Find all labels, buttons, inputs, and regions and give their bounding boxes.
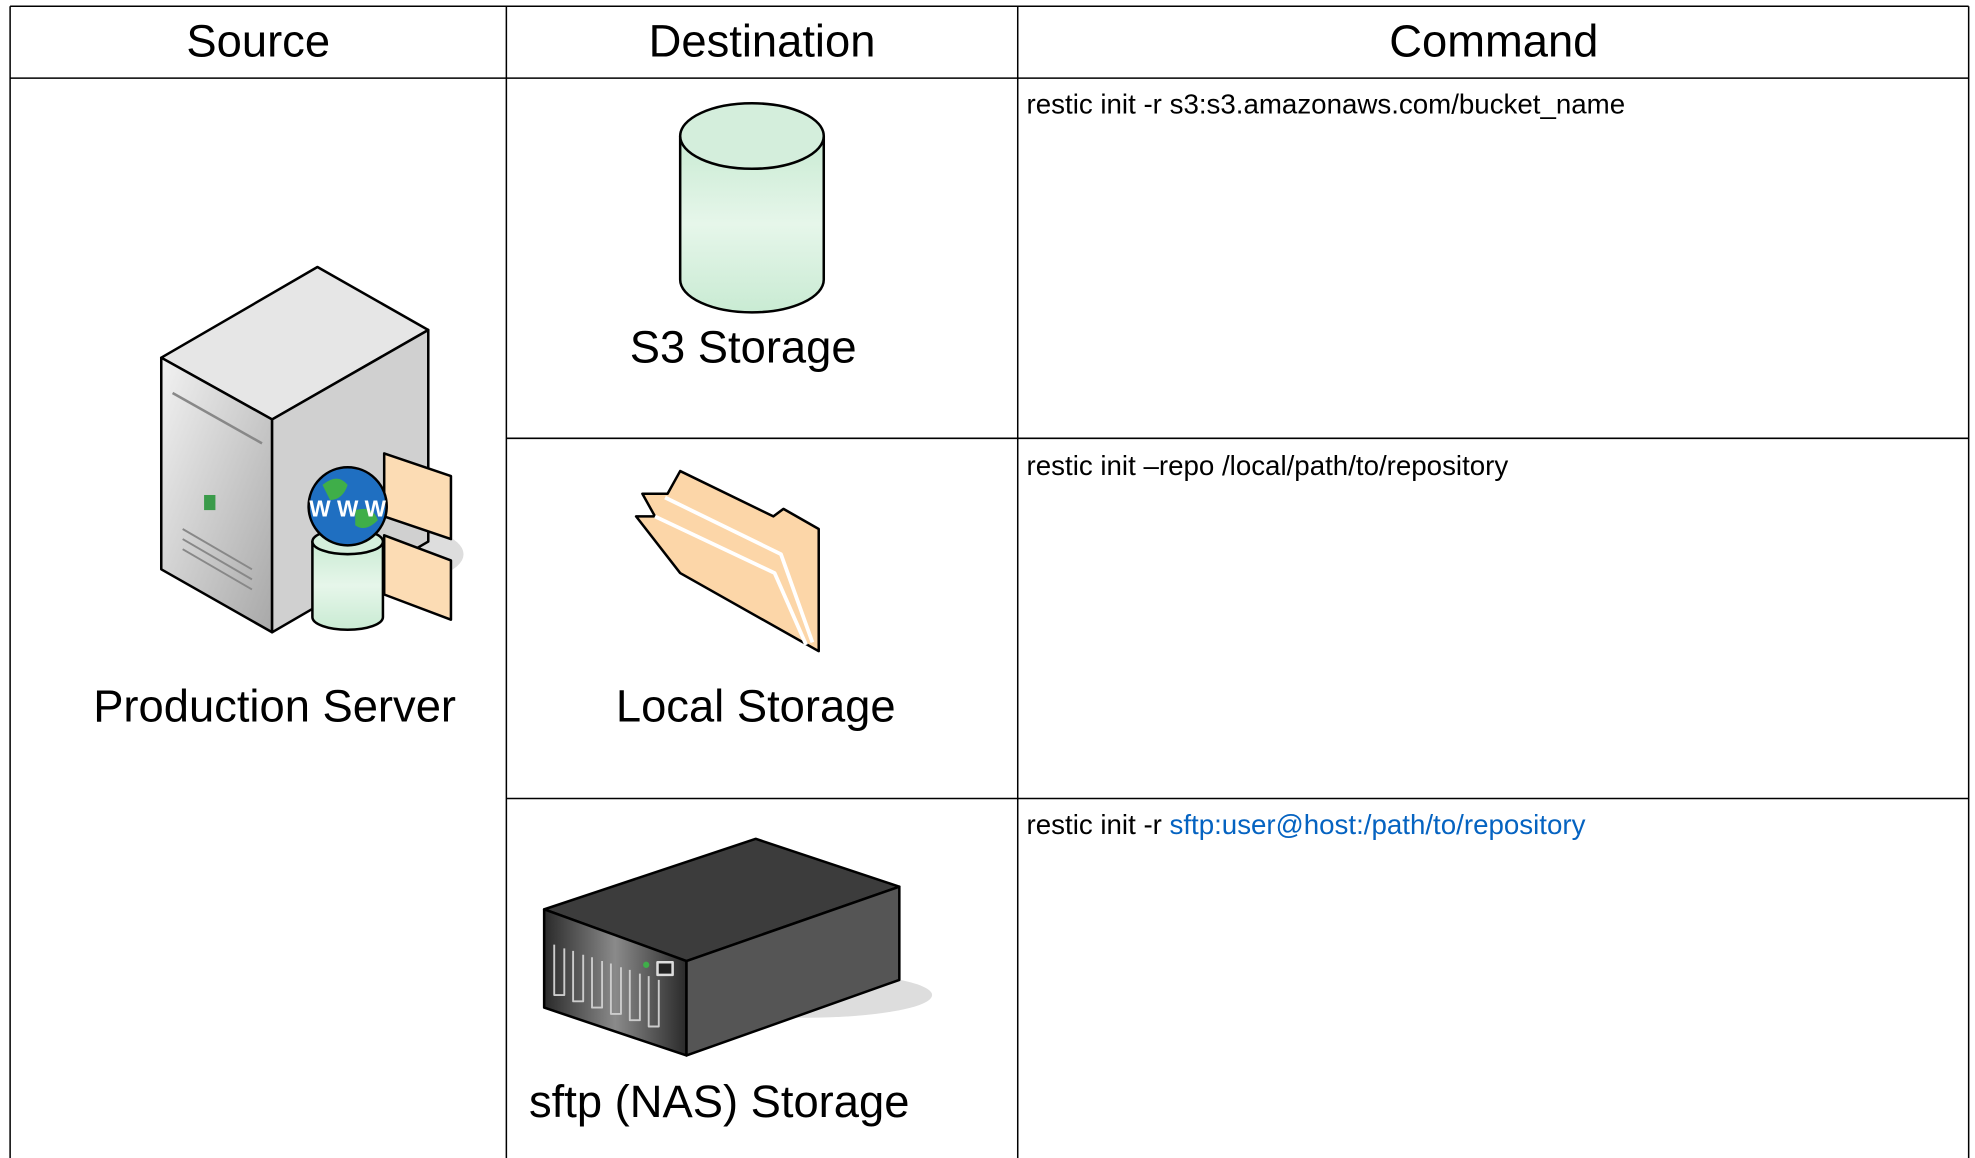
s3-icon — [678, 102, 826, 314]
nas-icon — [542, 837, 933, 1057]
svg-text:W W W: W W W — [309, 495, 386, 521]
header-cell: Destination — [649, 16, 876, 67]
command-text: restic init –repo /local/path/to/reposit… — [1027, 450, 1509, 481]
server-icon: W W W — [159, 265, 464, 634]
command-text: restic init -r s3:s3.amazonaws.com/bucke… — [1027, 88, 1626, 119]
folder-icon — [634, 469, 820, 653]
destination-label: S3 Storage — [630, 322, 857, 373]
table-grid — [9, 5, 1970, 1158]
header-cell: Source — [186, 16, 330, 67]
header-cell: Command — [1389, 16, 1598, 67]
command-prefix: restic init -r — [1027, 809, 1162, 840]
destination-label: Local Storage — [616, 681, 896, 732]
source-label: Production Server — [93, 681, 456, 732]
destination-label: sftp (NAS) Storage — [529, 1076, 909, 1127]
command-text: restic init -r sftp:user@host:/path/to/re… — [1027, 809, 1586, 840]
command-link[interactable]: sftp:user@host:/path/to/repository — [1169, 809, 1585, 840]
